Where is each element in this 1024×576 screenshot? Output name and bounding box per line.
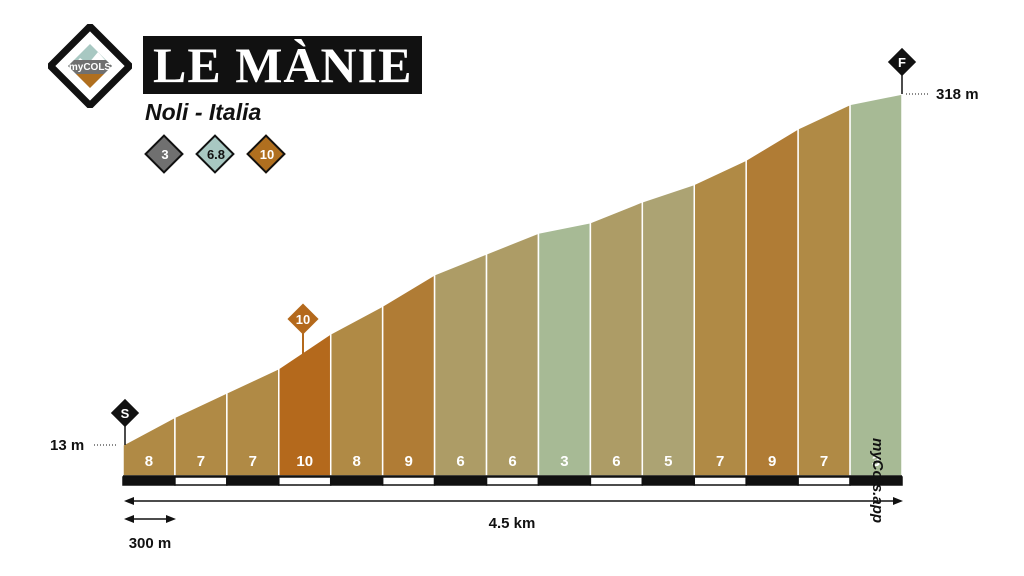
badge-value: 6.8 xyxy=(206,147,226,162)
logo-text: myCOLS xyxy=(69,62,112,73)
watermark: myCols.app xyxy=(869,438,886,524)
profile-segment xyxy=(485,231,540,477)
scale-bar-block xyxy=(226,476,280,486)
start-marker-letter: S xyxy=(121,406,130,421)
page-subtitle: Noli - Italia xyxy=(145,99,262,125)
scale-bar-block xyxy=(641,476,696,486)
difficulty-badge-max: 10 xyxy=(246,134,288,176)
segment-gradient-label: 7 xyxy=(820,453,828,470)
profile-segments xyxy=(122,93,903,477)
page-title: LE MÀNIE xyxy=(143,36,423,94)
scale-bar-block xyxy=(122,476,176,486)
scale-bar-block xyxy=(174,476,228,486)
scale-bar-block xyxy=(589,476,644,486)
scale-bar-block xyxy=(485,476,540,486)
scale-arrow-right-icon xyxy=(166,515,176,523)
start-marker: S xyxy=(110,398,140,428)
profile-segment xyxy=(745,127,799,477)
scale-bar-block xyxy=(278,476,332,486)
profile-segment xyxy=(693,158,747,477)
total-distance-arrow-right-icon xyxy=(893,497,903,505)
scale-arrow-left-icon xyxy=(124,515,134,523)
max-gradient-value: 10 xyxy=(296,312,310,327)
finish-marker: F xyxy=(887,47,917,77)
scale-bar-block xyxy=(745,476,799,486)
segment-gradient-label: 8 xyxy=(145,453,153,470)
segment-gradient-label: 8 xyxy=(353,453,361,470)
badge-value: 10 xyxy=(259,147,275,162)
segment-gradient-label: 6 xyxy=(612,453,620,470)
segment-gradient-label: 5 xyxy=(664,453,672,470)
segment-gradient-label: 6 xyxy=(508,453,516,470)
segment-gradient-label: 9 xyxy=(768,453,776,470)
segment-gradient-label: 7 xyxy=(716,453,724,470)
segment-gradient-label: 6 xyxy=(456,453,464,470)
difficulty-badge-avg: 6.8 xyxy=(195,134,237,176)
profile-segment xyxy=(849,93,903,477)
badge-value: 3 xyxy=(161,147,169,162)
segment-gradient-label: 9 xyxy=(404,453,412,470)
scale-bar-block xyxy=(797,476,851,486)
start-elevation-label: 13 m xyxy=(50,437,84,454)
segment-gradient-label: 3 xyxy=(872,453,880,470)
segment-gradient-label: 7 xyxy=(249,453,257,470)
scale-bar-block xyxy=(537,476,592,486)
profile-segment xyxy=(433,252,488,477)
finish-elevation-label: 318 m xyxy=(936,86,979,103)
difficulty-badge-min: 3 xyxy=(144,134,186,176)
max-gradient-marker: 10 xyxy=(287,303,319,335)
segment-gradient-label: 3 xyxy=(560,453,568,470)
scale-bar-block xyxy=(433,476,488,486)
scale-bar-block xyxy=(329,476,384,486)
total-distance-label: 4.5 km xyxy=(489,515,536,532)
scale-bar-block xyxy=(849,476,903,486)
finish-marker-letter: F xyxy=(898,55,906,70)
profile-segment xyxy=(537,221,592,477)
profile-segment xyxy=(329,304,384,477)
profile-segment xyxy=(381,273,436,477)
distance-scale-bar xyxy=(122,476,903,486)
profile-segment xyxy=(641,183,696,477)
total-distance-arrow-left-icon xyxy=(124,497,134,505)
profile-segment xyxy=(797,103,851,477)
mycols-logo: myCOLS xyxy=(48,24,132,108)
scale-bar-block xyxy=(381,476,436,486)
segment-gradient-label: 7 xyxy=(197,453,205,470)
segment-gradient-label: 10 xyxy=(296,453,313,470)
segment-gradient-labels: 8 7 7 10 8 9 6 6 3 6 5 7 9 7 3 xyxy=(145,453,880,470)
profile-segment xyxy=(589,200,644,477)
scale-bar-block xyxy=(693,476,747,486)
scale-distance-label: 300 m xyxy=(129,535,172,552)
